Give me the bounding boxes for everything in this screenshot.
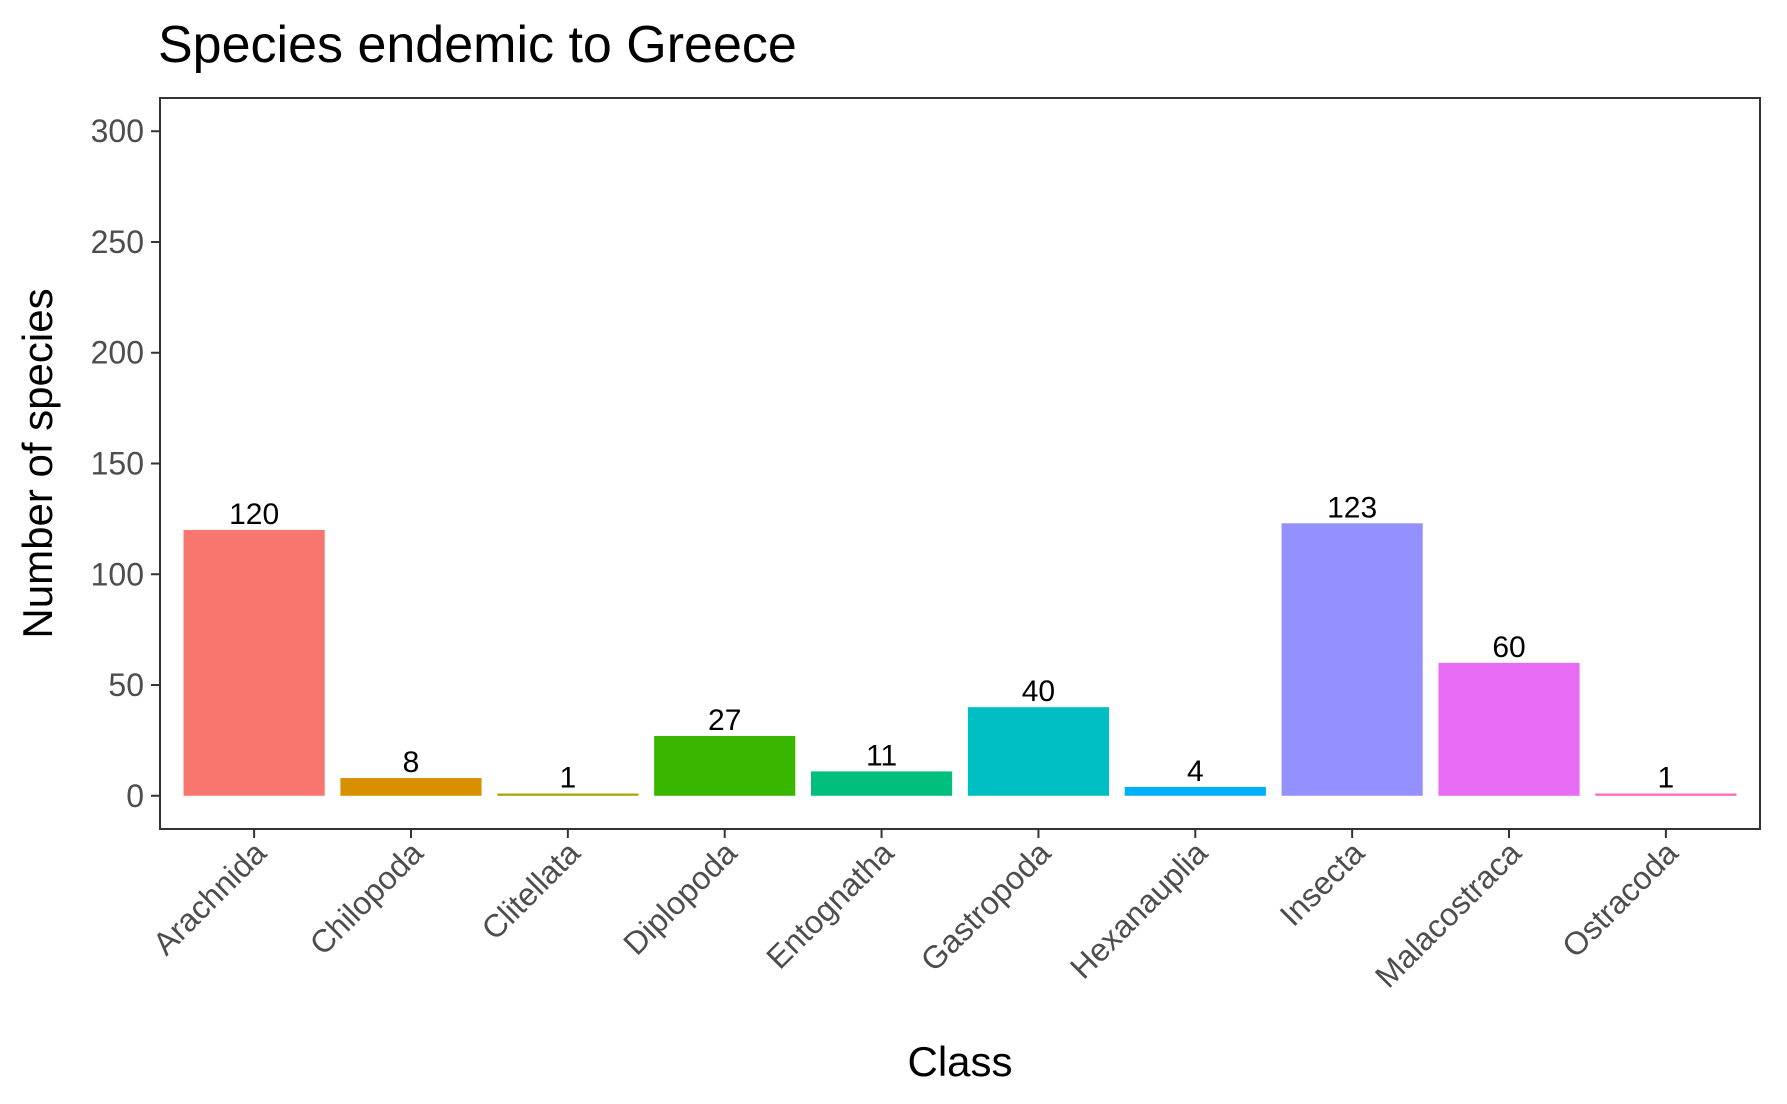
x-tick-label: Insecta (1273, 834, 1372, 933)
chart-title: Species endemic to Greece (158, 16, 797, 74)
x-tick-label: Gastropoda (914, 834, 1058, 978)
bar-malacostraca (1438, 662, 1580, 796)
x-tick-label: Clitellata (475, 834, 587, 946)
bar-insecta (1281, 523, 1423, 796)
bar-chilopoda (340, 778, 482, 796)
x-tick-label: Arachnida (146, 834, 273, 961)
bar-clitellata (497, 793, 639, 796)
data-label: 123 (1327, 491, 1377, 524)
x-tick-label: Ostracoda (1555, 834, 1685, 964)
data-label: 8 (403, 746, 420, 779)
data-label: 40 (1022, 675, 1055, 708)
x-tick-label: Entognatha (759, 834, 900, 975)
y-tick-label: 300 (91, 113, 144, 149)
y-axis-title: Number of species (14, 288, 61, 638)
data-label: 1 (1658, 762, 1675, 795)
data-label: 27 (708, 704, 741, 737)
data-label: 4 (1187, 755, 1204, 788)
y-tick-label: 100 (91, 556, 144, 592)
data-label: 1 (559, 762, 576, 795)
bar-hexanauplia (1124, 786, 1266, 796)
x-tick-label: Hexanauplia (1063, 834, 1214, 985)
data-label: 11 (866, 739, 897, 772)
y-tick-label: 200 (91, 335, 144, 371)
bar-arachnida (183, 529, 325, 796)
y-tick-label: 0 (126, 778, 144, 814)
data-label: 120 (229, 498, 279, 531)
x-tick-label: Malacostraca (1368, 834, 1528, 994)
x-axis-title: Class (907, 1038, 1012, 1085)
bar-entognatha (810, 771, 953, 796)
x-tick-label: Chilopoda (303, 834, 431, 962)
data-labels-layer: 120 8 1 27 11 40 4 123 60 1 (229, 491, 1674, 794)
bar-diplopoda (654, 735, 796, 796)
y-tick-label: 150 (91, 446, 144, 482)
y-axis: 0 50 100 150 200 250 300 (91, 113, 160, 814)
bars-layer (183, 523, 1737, 796)
y-tick-label: 50 (108, 667, 144, 703)
x-axis: Arachnida Chilopoda Clitellata Diplopoda Ent… (146, 829, 1685, 995)
bar-ostracoda (1595, 793, 1737, 796)
x-tick-label: Diplopoda (616, 834, 744, 962)
y-tick-label: 250 (91, 224, 144, 260)
bar-gastropoda (967, 707, 1110, 796)
data-label: 60 (1492, 631, 1525, 664)
